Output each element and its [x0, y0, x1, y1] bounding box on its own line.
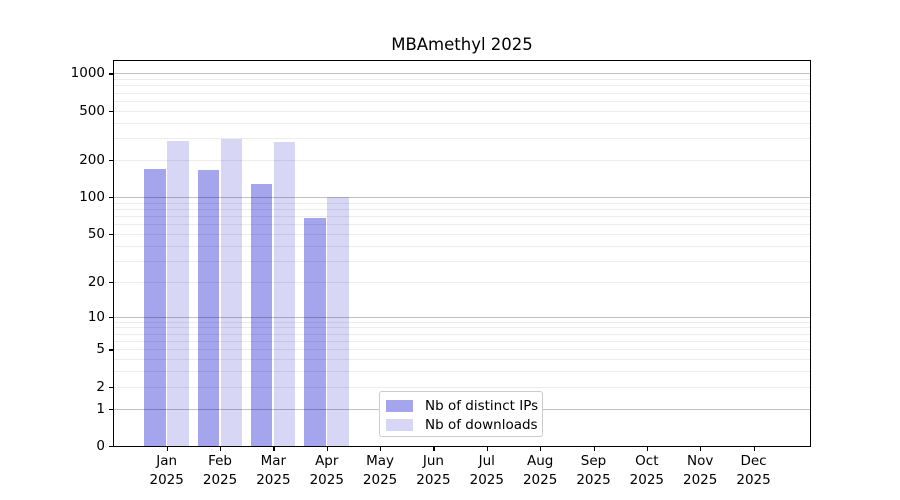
y-tick-mark	[109, 446, 114, 448]
gridline-major	[114, 197, 810, 199]
gridline-major	[114, 73, 810, 75]
chart-title: MBAmethyl 2025	[391, 35, 533, 54]
x-tick-mark	[166, 446, 168, 451]
bar-distinct-ips-feb	[197, 170, 220, 446]
bar-distinct-ips-jan	[144, 169, 166, 446]
y-tick-label: 200	[79, 151, 105, 168]
x-tick-label-dec: Dec 2025	[736, 453, 771, 488]
gridline-minor	[114, 122, 810, 124]
x-tick-mark	[273, 446, 275, 451]
y-tick-label: 500	[79, 102, 105, 119]
y-tick-label: 20	[87, 273, 105, 290]
gridline-minor	[114, 208, 810, 210]
x-tick-label-jul: Jul 2025	[469, 453, 504, 488]
x-tick-label-sep: Sep 2025	[576, 453, 611, 488]
gridline-minor	[114, 202, 810, 204]
y-tick-mark	[109, 316, 114, 318]
y-tick-label: 1000	[70, 65, 105, 82]
legend-label: Nb of distinct IPs	[425, 398, 539, 414]
x-tick-mark	[433, 446, 435, 451]
distinct-ips-swatch-icon	[386, 400, 413, 412]
gridline-minor	[114, 341, 810, 343]
gridline-minor	[114, 138, 810, 140]
bar-downloads-apr	[327, 197, 349, 446]
plot-area	[113, 60, 811, 447]
gridline-major	[114, 316, 810, 318]
gridline-minor	[114, 260, 810, 262]
y-tick-mark	[109, 233, 114, 236]
y-tick-mark	[109, 73, 114, 75]
gridline-minor	[114, 224, 810, 226]
x-tick-mark	[646, 446, 649, 451]
gridline-minor	[114, 85, 810, 87]
y-tick-label: 2	[96, 378, 105, 395]
x-tick-label-may: May 2025	[362, 453, 398, 488]
x-tick-mark	[593, 446, 595, 451]
x-tick-mark	[326, 446, 328, 451]
bar-downloads-feb	[220, 138, 243, 446]
legend-row-downloads: Nb of downloads	[386, 416, 542, 435]
y-tick-mark	[109, 110, 114, 112]
x-tick-label-aug: Aug 2025	[522, 453, 558, 488]
x-tick-label-oct: Oct 2025	[629, 453, 665, 488]
gridline-minor	[114, 333, 810, 335]
gridline-minor	[114, 92, 810, 94]
bar-downloads-mar	[273, 141, 296, 446]
bar-distinct-ips-mar	[250, 183, 273, 446]
gridline-minor	[114, 371, 810, 373]
gridline-minor	[114, 233, 810, 235]
gridline-minor	[114, 281, 810, 283]
x-tick-label-jun: Jun 2025	[416, 453, 451, 488]
bar-downloads-jan	[167, 141, 189, 446]
x-tick-label-mar: Mar 2025	[256, 453, 291, 488]
gridline-minor	[114, 216, 810, 218]
y-tick-mark	[109, 281, 114, 283]
y-tick-label: 1	[96, 400, 105, 417]
y-tick-mark	[109, 386, 114, 388]
gridline-minor	[114, 110, 810, 112]
gridline-minor	[114, 349, 810, 351]
gridline-minor	[114, 79, 810, 81]
gridline-minor	[114, 359, 810, 361]
x-tick-mark	[540, 446, 542, 451]
gridline-minor	[114, 159, 810, 161]
x-tick-label-jan: Jan 2025	[149, 453, 184, 488]
x-tick-label-apr: Apr 2025	[309, 453, 344, 488]
y-tick-mark	[109, 159, 114, 162]
x-tick-mark	[753, 446, 755, 451]
y-tick-label: 0	[96, 438, 105, 454]
gridline-minor	[114, 321, 810, 323]
gridline-minor	[114, 245, 810, 247]
gridline-minor	[114, 386, 810, 388]
downloads-swatch-icon	[386, 419, 413, 431]
legend-label: Nb of downloads	[425, 417, 538, 433]
y-tick-label: 100	[79, 189, 105, 206]
x-tick-label-feb: Feb 2025	[202, 453, 238, 488]
y-tick-label: 50	[87, 225, 105, 242]
gridline-minor	[114, 100, 810, 102]
y-tick-mark	[109, 197, 114, 199]
y-tick-label: 5	[96, 341, 105, 358]
x-tick-label-nov: Nov 2025	[683, 453, 718, 488]
legend-row-distinct-ips: Nb of distinct IPs	[386, 397, 542, 416]
gridline-minor	[114, 327, 810, 329]
x-tick-mark	[380, 446, 382, 451]
legend: Nb of distinct IPs Nb of downloads	[379, 391, 543, 437]
y-tick-mark	[109, 349, 114, 351]
bar-distinct-ips-apr	[304, 218, 326, 446]
x-tick-mark	[220, 446, 222, 451]
x-tick-mark	[486, 446, 488, 451]
y-tick-label: 10	[87, 308, 105, 325]
y-tick-mark	[109, 408, 114, 410]
x-tick-mark	[700, 446, 702, 451]
